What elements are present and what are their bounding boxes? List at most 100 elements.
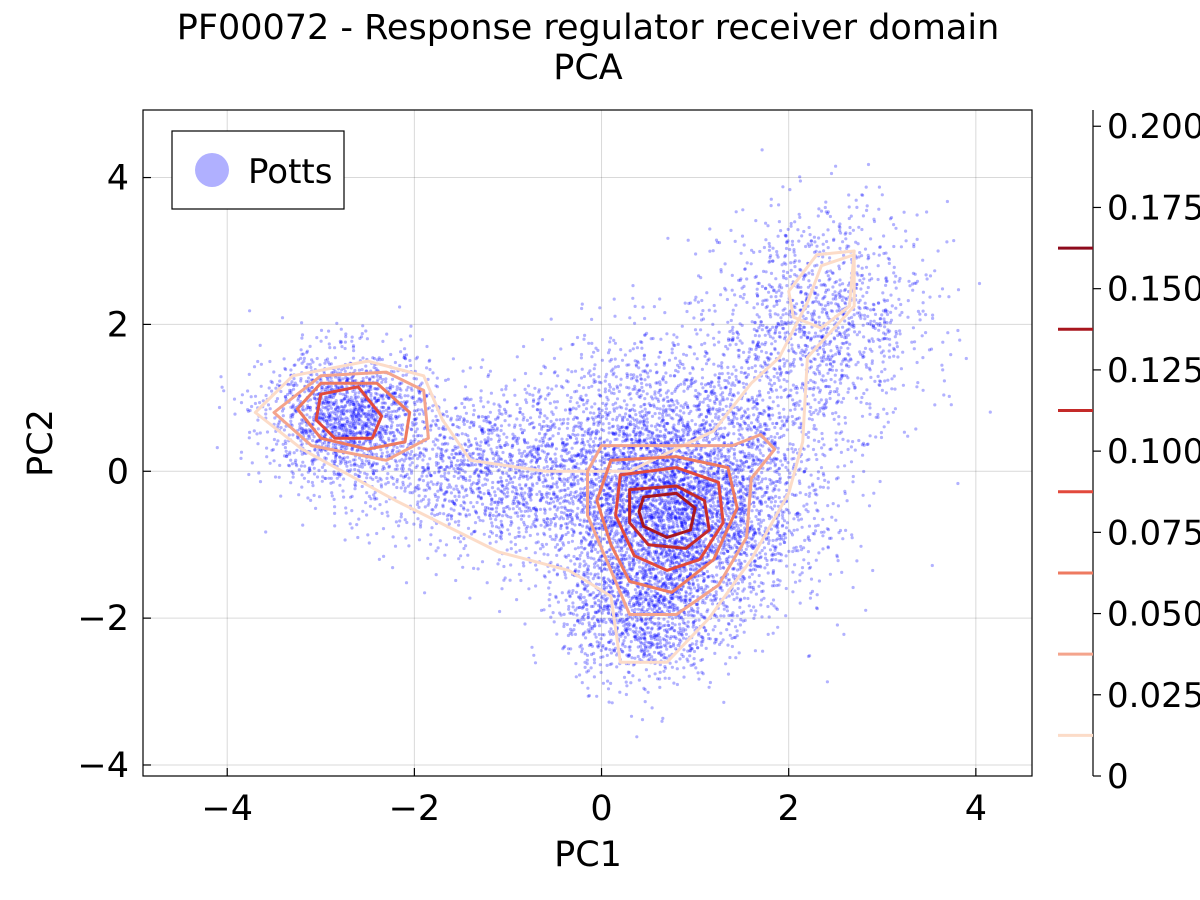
scatter-point (735, 475, 740, 479)
scatter-point (653, 506, 657, 510)
scatter-point (458, 450, 462, 454)
scatter-point (692, 448, 696, 452)
scatter-point (724, 479, 728, 483)
scatter-point (690, 548, 694, 552)
scatter-point (806, 535, 811, 539)
scatter-point (567, 450, 571, 454)
scatter-point (705, 471, 710, 475)
scatter-point (771, 552, 775, 556)
scatter-point (696, 606, 700, 610)
scatter-point (640, 426, 644, 430)
scatter-point (735, 568, 740, 572)
chart-subtitle: PCA (553, 48, 623, 88)
scatter-point (673, 516, 678, 520)
scatter-point (686, 465, 690, 469)
scatter-point (610, 507, 615, 511)
scatter-point (739, 597, 743, 601)
scatter-point (774, 558, 778, 562)
scatter-point (674, 501, 678, 505)
scatter-point (685, 538, 689, 543)
scatter-point (796, 549, 800, 553)
scatter-point (703, 543, 707, 548)
scatter-point (680, 512, 685, 516)
scatter-point (813, 501, 818, 505)
scatter-point (592, 512, 596, 516)
scatter-point (310, 480, 314, 485)
scatter-point (744, 487, 748, 491)
scatter-point (651, 541, 656, 545)
scatter-point (671, 458, 675, 462)
scatter-point (735, 596, 739, 600)
scatter-point (423, 494, 427, 498)
scatter-point (627, 530, 632, 534)
scatter-point (798, 491, 802, 495)
scatter-point (748, 526, 752, 530)
scatter-point (338, 392, 342, 396)
scatter-point (628, 408, 633, 412)
scatter-point (625, 499, 629, 503)
scatter-point (314, 506, 318, 510)
scatter-point (573, 562, 577, 566)
scatter-point (569, 627, 573, 631)
scatter-point (674, 458, 678, 462)
scatter-point (342, 495, 346, 499)
scatter-point (691, 545, 696, 549)
scatter-point (753, 559, 757, 563)
scatter-point (815, 457, 819, 462)
scatter-point (631, 376, 635, 380)
scatter-point (341, 489, 345, 493)
scatter-point (711, 500, 715, 504)
scatter-point (240, 393, 244, 397)
scatter-point (767, 514, 771, 518)
scatter-point (590, 546, 594, 550)
scatter-point (559, 536, 564, 540)
scatter-point (690, 507, 694, 511)
scatter-point (300, 321, 304, 325)
scatter-point (639, 377, 643, 381)
scatter-point (748, 582, 752, 586)
scatter-point (291, 475, 295, 479)
scatter-point (565, 522, 570, 526)
scatter-point (631, 447, 635, 451)
scatter-point (582, 595, 586, 600)
scatter-point (697, 515, 701, 519)
scatter-point (594, 430, 598, 434)
scatter-point (644, 668, 649, 672)
scatter-point (656, 581, 660, 585)
scatter-point (320, 479, 324, 483)
scatter-point (745, 541, 749, 545)
scatter-point (771, 569, 776, 573)
scatter-point (613, 595, 617, 599)
scatter-point (591, 577, 595, 581)
scatter-point (682, 636, 686, 640)
scatter-point (619, 603, 623, 607)
scatter-point (711, 483, 715, 487)
scatter-point (775, 583, 779, 588)
scatter-point (689, 536, 693, 541)
scatter-point (633, 533, 637, 538)
scatter-point (689, 451, 694, 455)
scatter-point (741, 519, 745, 523)
scatter-point (630, 497, 634, 501)
scatter-point (451, 357, 455, 361)
scatter-point (792, 517, 796, 521)
scatter-point (693, 476, 697, 480)
scatter-point (665, 508, 669, 512)
scatter-point (670, 617, 675, 621)
scatter-point (603, 447, 607, 451)
scatter-point (656, 482, 660, 487)
scatter-point (666, 459, 670, 463)
scatter-point (629, 450, 633, 454)
scatter-point (631, 518, 635, 522)
scatter-point (732, 526, 736, 531)
scatter-point (548, 604, 552, 608)
scatter-point (711, 599, 715, 603)
scatter-point (686, 517, 691, 521)
scatter-point (765, 558, 769, 563)
scatter-point (693, 533, 697, 538)
scatter-point (681, 439, 685, 443)
scatter-point (632, 505, 636, 509)
scatter-point (756, 556, 761, 560)
scatter-point (630, 464, 635, 468)
scatter-point (669, 512, 673, 517)
